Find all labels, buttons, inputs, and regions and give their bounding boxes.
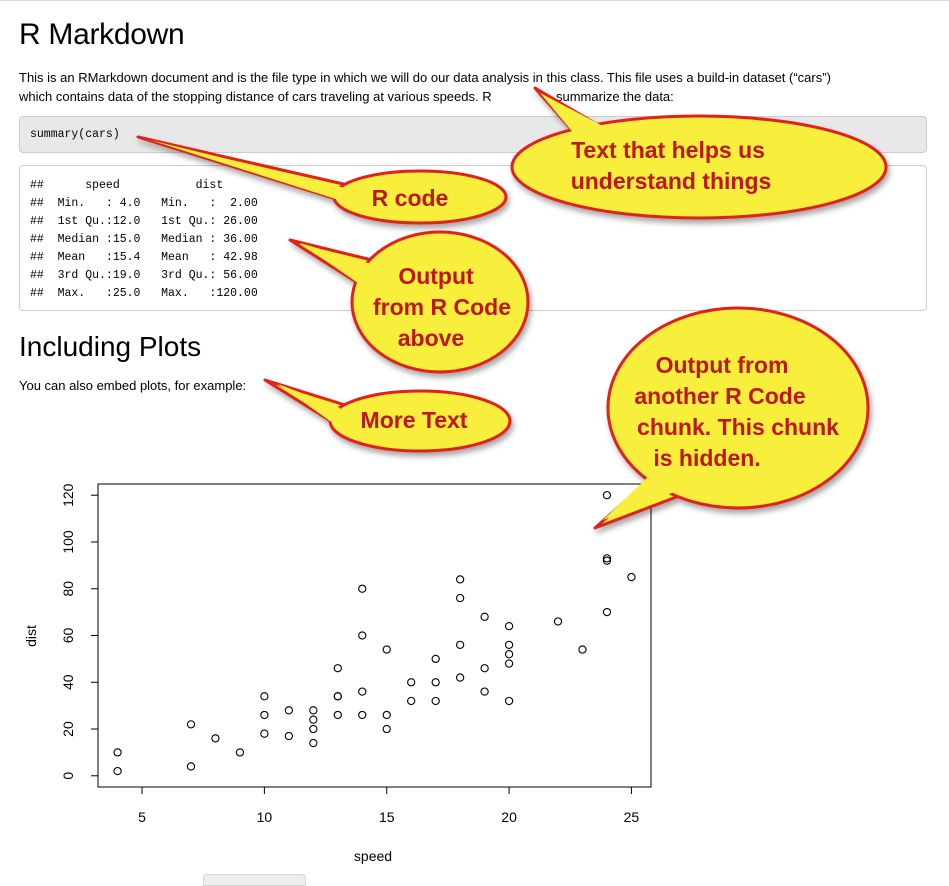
data-point: [504, 696, 514, 706]
data-point: [260, 710, 269, 720]
data-point: [480, 664, 489, 673]
callout-hidden-chunk-line-4: is hidden.: [653, 445, 760, 471]
data-point: [235, 748, 245, 757]
callout-output-above-line-3: above: [398, 325, 464, 351]
y-tick-label: 100: [60, 530, 76, 554]
y-tick-label: 60: [60, 628, 76, 644]
data-point: [504, 659, 514, 668]
data-point: [284, 706, 294, 715]
callout-text-help-line-2: understand things: [571, 168, 772, 194]
intro-line-2-tail: summarize the data:: [556, 89, 674, 104]
data-point: [504, 640, 514, 650]
callout-text-help-line-1: Text that helps us: [571, 137, 765, 163]
y-tick-label: 40: [60, 674, 76, 690]
data-point: [553, 617, 563, 626]
data-point: [309, 706, 318, 715]
data-point: [480, 612, 489, 621]
y-tick-label: 80: [60, 581, 76, 597]
data-point: [284, 731, 294, 741]
callout-r-code-label: R code: [372, 185, 449, 211]
callout-hidden-chunk-line-2: another R Code: [634, 383, 805, 409]
data-point: [358, 584, 367, 593]
output-line: ## 1st Qu.:12.0 1st Qu.: 26.00: [30, 215, 272, 228]
x-tick-label: 5: [138, 809, 146, 825]
data-point: [382, 645, 391, 654]
data-point: [455, 673, 465, 682]
data-point: [504, 621, 514, 631]
callout-output-above-line-1: Output: [398, 263, 474, 289]
data-point: [504, 650, 514, 659]
bottom-tab-button[interactable]: [203, 874, 306, 886]
output-line: ## Min. : 4.0 Min. : 2.00: [30, 197, 272, 210]
data-point: [260, 692, 269, 701]
output-line: ## Median :15.0 Median : 36.00: [30, 233, 272, 246]
callout-text-help: [510, 86, 888, 220]
data-point: [455, 640, 465, 650]
data-point: [358, 710, 367, 720]
data-point: [382, 724, 391, 734]
data-point: [602, 491, 612, 500]
y-tick-label: 20: [60, 721, 76, 737]
data-point: [186, 720, 196, 729]
callout-more-text: [263, 378, 512, 453]
callout-output-above-line-2: from R Code: [373, 294, 511, 320]
x-tick-label: 15: [379, 809, 395, 825]
data-point: [431, 654, 440, 664]
page-title: R Markdown: [19, 18, 185, 51]
y-axis-label: dist: [23, 625, 39, 647]
data-point: [333, 710, 342, 720]
callout-r-code: [136, 135, 508, 225]
x-axis-label: speed: [354, 848, 392, 864]
x-tick-label: 25: [624, 809, 640, 825]
data-point: [407, 678, 416, 687]
data-point: [309, 738, 318, 748]
output-line: ## Max. :25.0 Max. :120.00: [30, 287, 272, 300]
data-point: [602, 556, 612, 565]
data-point: [382, 710, 391, 720]
data-point: [333, 692, 342, 701]
section-title: Including Plots: [19, 331, 202, 362]
data-point: [407, 696, 416, 706]
intro-line-2: which contains data of the stopping dist…: [19, 89, 492, 104]
callout-hidden-chunk: [593, 306, 870, 530]
data-point: [113, 748, 122, 757]
data-point: [358, 687, 367, 696]
intro-line-1: This is an RMarkdown document and is the…: [19, 70, 831, 85]
data-point: [455, 575, 465, 584]
y-tick-label: 120: [60, 483, 76, 507]
y-tick-label: 0: [60, 772, 76, 780]
data-point: [431, 678, 440, 687]
data-point: [113, 766, 122, 776]
top-divider: [0, 0, 949, 4]
data-point: [186, 762, 196, 771]
x-tick-label: 20: [501, 809, 517, 825]
data-point: [602, 554, 612, 563]
data-point: [627, 572, 636, 582]
callout-output-above: [288, 230, 530, 374]
data-point: [309, 724, 318, 734]
data-point: [431, 696, 440, 706]
data-point: [211, 734, 220, 743]
code-text: summary(cars): [30, 128, 120, 141]
output-line: ## speed dist: [30, 179, 272, 192]
data-point: [480, 687, 489, 696]
data-point: [358, 631, 367, 640]
output-line: ## Mean :15.4 Mean : 42.98: [30, 251, 272, 264]
data-point: [602, 607, 612, 617]
callout-more-text-label: More Text: [361, 407, 468, 433]
plots-text: You can also embed plots, for example:: [19, 378, 247, 393]
data-point: [333, 664, 342, 673]
data-point: [260, 729, 269, 738]
x-tick-label: 10: [257, 809, 273, 825]
data-point: [309, 715, 318, 724]
output-line: ## 3rd Qu.:19.0 3rd Qu.: 56.00: [30, 269, 272, 282]
data-point: [455, 593, 465, 603]
plot-layer: 5 10 15 20 25 0 20 40 60 80 100 120: [60, 483, 639, 825]
callout-hidden-chunk-line-1: Output from: [656, 352, 789, 378]
data-point: [578, 645, 587, 654]
callout-hidden-chunk-line-3: chunk. This chunk: [637, 414, 839, 440]
